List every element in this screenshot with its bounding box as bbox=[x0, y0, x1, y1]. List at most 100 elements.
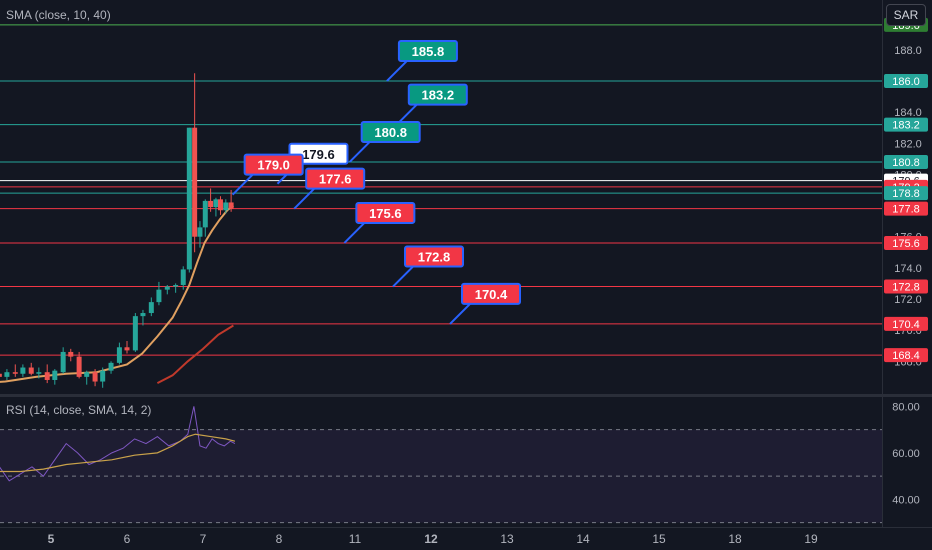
price-level-tag-text: 186.0 bbox=[892, 76, 920, 88]
x-tick-label: 12 bbox=[424, 532, 438, 546]
rsi-y-tick-label: 80.00 bbox=[892, 401, 920, 413]
candle-body bbox=[202, 200, 208, 228]
candle-body bbox=[173, 284, 179, 287]
candle-body bbox=[140, 313, 146, 317]
x-tick-label: 11 bbox=[349, 532, 362, 546]
candle-body bbox=[156, 289, 162, 303]
callout-text: 170.4 bbox=[475, 287, 508, 302]
candle-body bbox=[28, 367, 34, 374]
callout-text: 177.6 bbox=[319, 172, 352, 187]
price-level-tag-text: 168.4 bbox=[892, 350, 920, 362]
price-level-tag bbox=[884, 186, 928, 201]
candle-body bbox=[0, 373, 2, 377]
callout-text: 172.8 bbox=[418, 250, 451, 265]
price-level-tag bbox=[884, 201, 928, 216]
callout-box bbox=[404, 245, 464, 268]
price-level-tag bbox=[884, 154, 928, 169]
candle-body bbox=[223, 202, 229, 211]
candle-body bbox=[76, 356, 82, 377]
candle-body bbox=[217, 199, 223, 211]
candle-body bbox=[108, 362, 114, 371]
callout-text: 185.8 bbox=[412, 44, 445, 59]
sma-slow-line bbox=[156, 324, 234, 384]
price-level-tag-text: 172.8 bbox=[892, 282, 920, 294]
candle-body bbox=[68, 351, 74, 357]
candle-body bbox=[52, 370, 58, 380]
rsi-y-tick-label: 60.00 bbox=[892, 448, 920, 460]
rsi-y-tick-label: 40.00 bbox=[892, 494, 920, 506]
x-tick-label: 13 bbox=[500, 532, 514, 546]
price-level-tag-text: 170.4 bbox=[892, 319, 920, 331]
price-level-tag-text: 175.6 bbox=[892, 238, 920, 250]
price-level-tag-text: 183.2 bbox=[892, 120, 920, 132]
rsi-ma-line bbox=[0, 433, 236, 473]
candle-body bbox=[100, 370, 106, 382]
price-level-tag bbox=[884, 235, 928, 250]
callout-box bbox=[243, 153, 304, 176]
candle-body bbox=[213, 199, 219, 208]
callout-pointer bbox=[348, 141, 371, 163]
callout-pointer bbox=[343, 222, 366, 244]
y-tick-label: 184.0 bbox=[894, 107, 922, 119]
callout-pointer bbox=[449, 303, 471, 325]
callout-pointer bbox=[293, 187, 315, 210]
callout-text: 175.6 bbox=[369, 206, 402, 221]
x-tick-label: 18 bbox=[728, 532, 742, 546]
candle-body bbox=[60, 351, 66, 373]
candle-body bbox=[12, 372, 18, 374]
x-tick-label: 15 bbox=[652, 532, 666, 546]
candle-body bbox=[124, 347, 130, 351]
candle-body bbox=[208, 200, 214, 208]
callout-pointer bbox=[386, 60, 408, 82]
candle-body bbox=[148, 302, 154, 314]
candle-body bbox=[20, 367, 26, 374]
x-tick-label: 6 bbox=[124, 532, 131, 546]
candle-body bbox=[164, 286, 170, 290]
candle-body bbox=[132, 316, 138, 351]
callout-box bbox=[407, 83, 468, 106]
callout-pointer bbox=[231, 173, 254, 196]
price-level-tag bbox=[884, 117, 928, 132]
price-level-tag-text: 180.8 bbox=[892, 157, 920, 169]
y-tick-label: 188.0 bbox=[894, 45, 922, 57]
candle-body bbox=[180, 269, 186, 285]
x-tick-label: 7 bbox=[200, 532, 207, 546]
sma-indicator-label[interactable]: SMA (close, 10, 40) bbox=[6, 8, 111, 22]
callout-text: 183.2 bbox=[422, 88, 455, 103]
candle-body bbox=[186, 127, 192, 270]
y-tick-label: 172.0 bbox=[894, 294, 922, 306]
candle-body bbox=[44, 372, 50, 380]
y-tick-label: 182.0 bbox=[894, 138, 922, 150]
callout-text: 179.0 bbox=[257, 158, 290, 173]
x-tick-label: 5 bbox=[48, 532, 55, 546]
callout-box bbox=[355, 201, 416, 224]
candle-body bbox=[228, 202, 234, 209]
x-tick-label: 19 bbox=[804, 532, 818, 546]
price-level-tag bbox=[884, 316, 928, 331]
callout-text: 180.8 bbox=[374, 125, 407, 140]
candle-body bbox=[92, 372, 98, 382]
candle-body bbox=[4, 372, 10, 377]
price-level-tag-text: 177.8 bbox=[892, 204, 920, 216]
candle-body bbox=[197, 227, 203, 237]
x-tick-label: 8 bbox=[276, 532, 283, 546]
callout-box bbox=[461, 282, 521, 305]
callout-box bbox=[360, 120, 421, 143]
price-level-tag bbox=[884, 73, 928, 88]
price-level-tag bbox=[884, 279, 928, 294]
callout-box bbox=[397, 39, 458, 62]
price-level-tag bbox=[884, 348, 928, 363]
price-level-tag-text: 178.8 bbox=[892, 188, 920, 200]
y-tick-label: 174.0 bbox=[894, 263, 922, 275]
candle-body bbox=[36, 372, 42, 374]
callout-pointer bbox=[392, 265, 414, 288]
x-tick-label: 14 bbox=[576, 532, 590, 546]
candle-body bbox=[192, 127, 198, 237]
candle-body bbox=[116, 347, 122, 363]
candle-body bbox=[84, 372, 90, 377]
rsi-indicator-label[interactable]: RSI (14, close, SMA, 14, 2) bbox=[6, 403, 152, 417]
callout-text: 179.6 bbox=[302, 147, 335, 162]
callout-box bbox=[305, 167, 366, 190]
currency-button[interactable]: SAR bbox=[886, 4, 926, 26]
